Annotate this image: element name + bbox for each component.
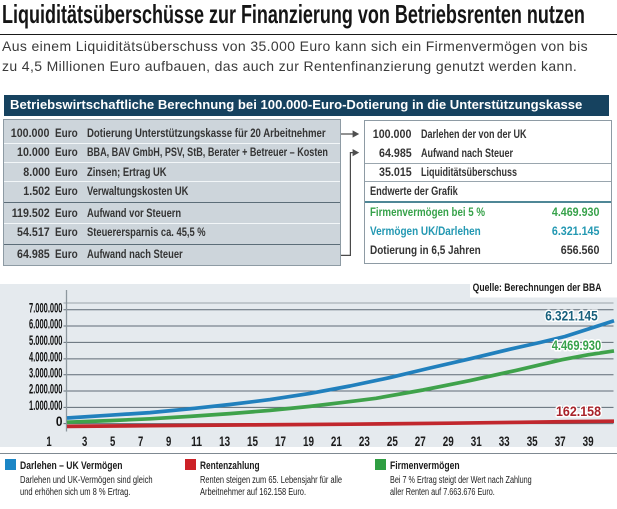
- svg-text:21: 21: [331, 434, 342, 449]
- svg-text:162.158: 162.158: [556, 403, 601, 419]
- svg-text:11: 11: [191, 434, 202, 449]
- svg-text:15: 15: [247, 434, 258, 449]
- svg-text:7.000.000: 7.000.000: [29, 300, 63, 315]
- svg-text:3.000.000: 3.000.000: [29, 365, 63, 380]
- svg-text:5.000.000: 5.000.000: [29, 333, 63, 348]
- svg-text:9: 9: [166, 434, 171, 449]
- svg-text:0: 0: [56, 414, 63, 429]
- svg-text:27: 27: [415, 434, 426, 449]
- svg-text:31: 31: [471, 434, 482, 449]
- svg-text:33: 33: [499, 434, 510, 449]
- svg-text:4.469.930: 4.469.930: [552, 337, 602, 353]
- svg-text:35: 35: [527, 434, 538, 449]
- svg-text:13: 13: [219, 434, 230, 449]
- svg-text:19: 19: [303, 434, 314, 449]
- svg-text:2.000.000: 2.000.000: [29, 382, 63, 397]
- svg-text:25: 25: [387, 434, 398, 449]
- svg-text:1.000.000: 1.000.000: [29, 398, 63, 413]
- svg-text:1: 1: [46, 434, 52, 449]
- svg-text:3: 3: [82, 434, 88, 449]
- svg-text:23: 23: [359, 434, 370, 449]
- svg-text:7: 7: [138, 434, 143, 449]
- svg-text:4.000.000: 4.000.000: [29, 349, 63, 364]
- svg-text:17: 17: [275, 434, 286, 449]
- svg-text:6.000.000: 6.000.000: [29, 317, 63, 332]
- svg-text:6.321.145: 6.321.145: [545, 307, 598, 323]
- svg-text:29: 29: [443, 434, 454, 449]
- svg-text:37: 37: [555, 434, 566, 449]
- svg-text:5: 5: [110, 434, 116, 449]
- svg-text:39: 39: [583, 434, 594, 449]
